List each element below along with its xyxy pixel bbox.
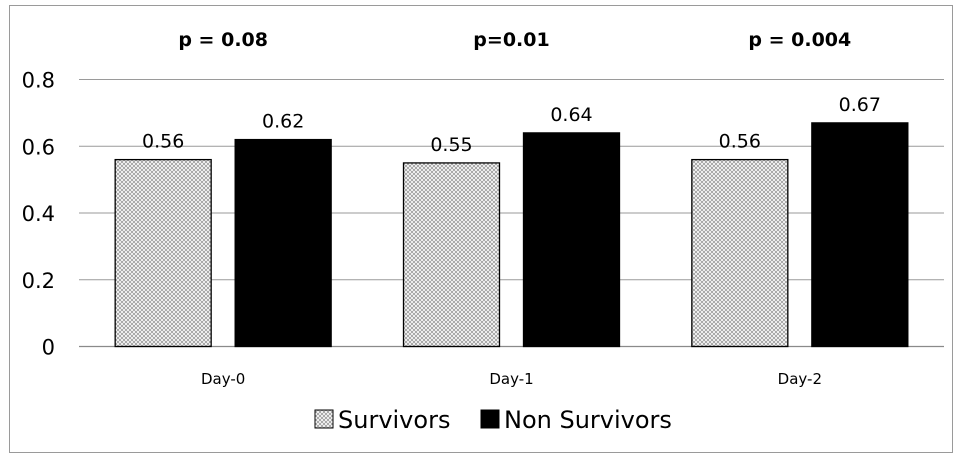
y-tick-label: 0.2 (22, 269, 55, 293)
legend-label-non-survivors: Non Survivors (504, 406, 672, 434)
data-label: 0.56 (719, 131, 761, 153)
data-label: 0.56 (142, 131, 184, 153)
legend-label-survivors: Survivors (338, 406, 450, 434)
data-label: 0.67 (839, 94, 881, 116)
y-tick-label: 0.6 (22, 135, 55, 159)
p-value-annotation: p=0.01 (473, 29, 549, 51)
y-tick-label: 0 (42, 336, 55, 360)
legend-swatch-non-survivors (480, 409, 500, 429)
bar (114, 158, 212, 348)
x-tick-label: Day-0 (201, 370, 245, 388)
y-tick-label: 0.8 (22, 69, 55, 93)
bar (691, 158, 789, 348)
x-tick-label: Day-2 (778, 370, 822, 388)
y-tick-label: 0.4 (22, 202, 55, 226)
data-label: 0.64 (550, 104, 592, 126)
x-tick-label: Day-1 (489, 370, 533, 388)
bar (234, 138, 332, 348)
data-label: 0.62 (262, 111, 304, 133)
bar (402, 162, 501, 348)
bar (811, 122, 909, 348)
p-value-annotation: p = 0.004 (748, 29, 851, 51)
data-label: 0.55 (430, 134, 472, 156)
legend-swatch-survivors (314, 409, 334, 429)
p-value-annotation: p = 0.08 (178, 29, 268, 51)
bar (522, 132, 621, 348)
